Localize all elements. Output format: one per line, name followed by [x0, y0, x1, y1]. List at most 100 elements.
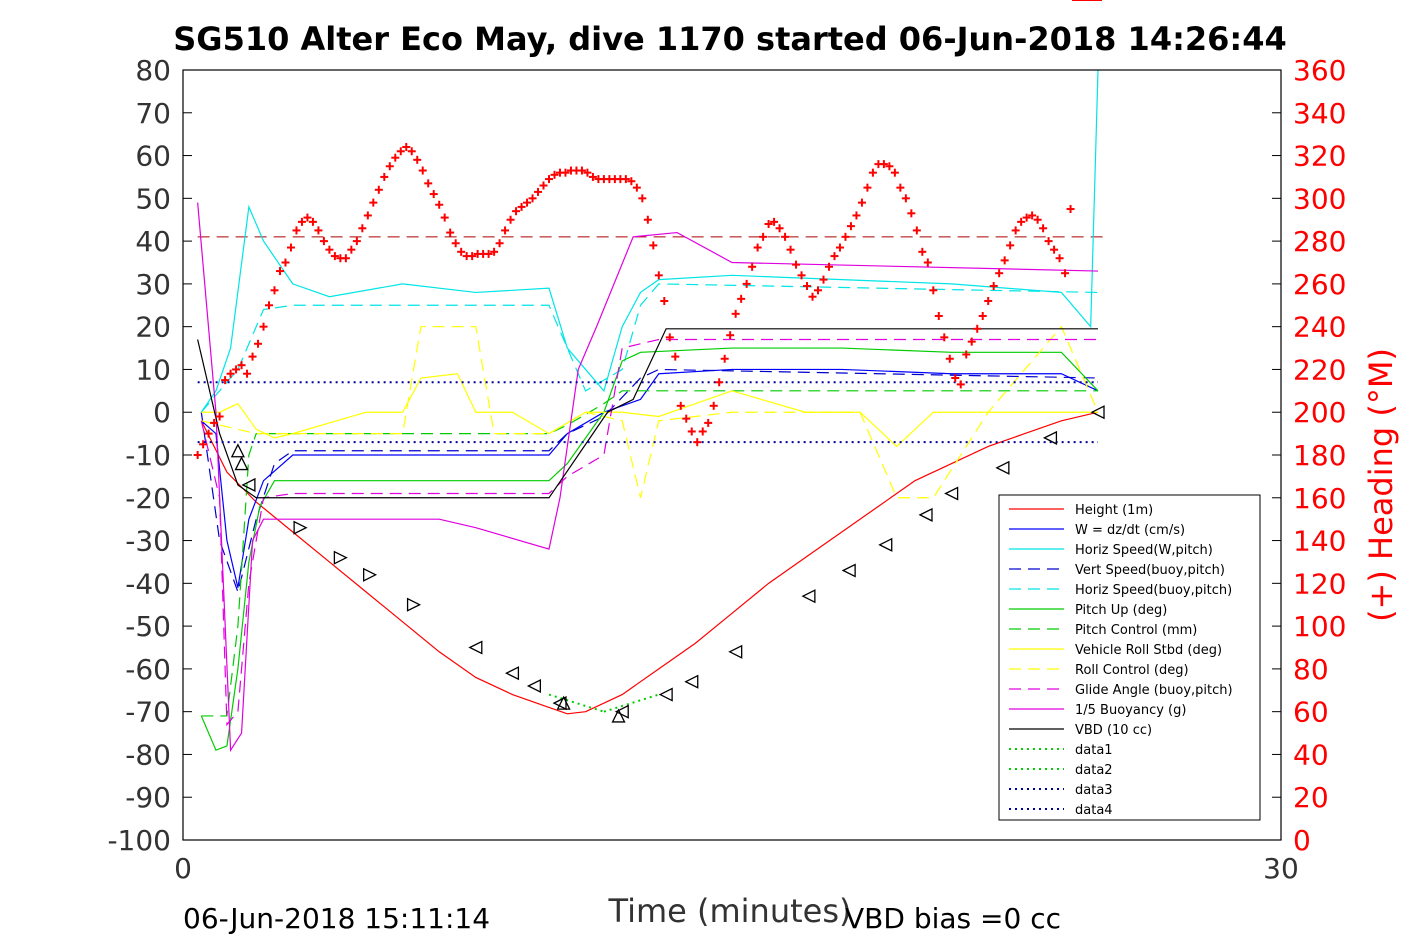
- y2-tick-label: 280: [1293, 225, 1346, 258]
- legend-item: 1/5 Buoyancy (g): [1009, 703, 1186, 718]
- triangle-marker: [611, 708, 626, 723]
- heading-point: [221, 376, 230, 385]
- y-tick-label: 20: [135, 311, 171, 344]
- heading-point: [588, 172, 597, 181]
- heading-point: [254, 339, 263, 348]
- series-line-9: [200, 338, 1098, 727]
- heading-point: [995, 269, 1004, 278]
- heading-point: [901, 194, 910, 203]
- heading-point: [440, 213, 449, 222]
- heading-point: [391, 153, 400, 162]
- legend-label: 1/5 Buoyancy (g): [1075, 703, 1186, 718]
- heading-point: [797, 271, 806, 280]
- legend-label: Horiz Speed(W,pitch): [1075, 543, 1213, 558]
- heading-point: [204, 429, 213, 438]
- y2-axis-label: (+) Heading (°M): [1362, 348, 1400, 622]
- heading-point: [945, 354, 954, 363]
- heading-point: [989, 282, 998, 291]
- heading-point: [868, 168, 877, 177]
- y-tick-label: -70: [125, 696, 171, 729]
- legend-item: data4: [1009, 803, 1113, 818]
- y2-tick-label: 0: [1293, 824, 1311, 857]
- heading-point: [824, 262, 833, 271]
- y-tick-label: -10: [125, 439, 171, 472]
- heading-point: [1066, 205, 1075, 214]
- heading-point: [978, 311, 987, 320]
- heading-point: [857, 198, 866, 207]
- heading-point: [770, 217, 779, 226]
- heading-point: [687, 427, 696, 436]
- triangle-marker: [801, 589, 816, 604]
- y2-tick-label: 240: [1293, 311, 1346, 344]
- y-tick-label: -40: [125, 567, 171, 600]
- heading-point: [457, 247, 466, 256]
- heading-point: [275, 267, 284, 276]
- y2-tick-label: 360: [1293, 54, 1346, 87]
- triangle-marker: [363, 567, 378, 582]
- triangle-marker: [684, 674, 699, 689]
- heading-point: [424, 179, 433, 188]
- heading-point: [517, 202, 526, 211]
- legend-item: Pitch Control (mm): [1009, 623, 1197, 638]
- heading-point: [1006, 241, 1015, 250]
- heading-point: [330, 252, 339, 261]
- footer-left-timestamp: 06-Jun-2018 15:11:14: [183, 902, 490, 935]
- heading-point: [550, 170, 559, 179]
- heading-point: [649, 241, 658, 250]
- heading-point: [753, 243, 762, 252]
- heading-point: [396, 147, 405, 156]
- heading-point: [923, 258, 932, 267]
- heading-point: [243, 369, 252, 378]
- triangle-marker: [614, 704, 629, 719]
- heading-point: [446, 228, 455, 237]
- heading-point: [435, 200, 444, 209]
- y2-tick-label: 260: [1293, 268, 1346, 301]
- y-tick-label: -60: [125, 653, 171, 686]
- heading-point: [638, 194, 647, 203]
- series-line-7: [201, 373, 1098, 448]
- heading-point: [715, 378, 724, 387]
- right-y-axis: 3603403203002802602402202001801601401201…: [1293, 54, 1346, 857]
- heading-point: [934, 311, 943, 320]
- y-tick-label: 0: [153, 396, 171, 429]
- heading-point: [912, 226, 921, 235]
- heading-point: [803, 282, 812, 291]
- heading-point: [841, 232, 850, 241]
- heading-point: [232, 365, 241, 374]
- x-tick-label: 0: [174, 852, 192, 885]
- heading-point: [835, 243, 844, 252]
- heading-point: [1028, 211, 1037, 220]
- series-line-3: [200, 368, 1099, 594]
- heading-point: [468, 252, 477, 261]
- y2-tick-label: 320: [1293, 140, 1346, 173]
- legend-item: Vert Speed(buoy,pitch): [1009, 563, 1225, 578]
- legend: Height (1m) W = dz/dt (cm/s) Horiz Speed(W…: [998, 494, 1261, 821]
- heading-point: [308, 217, 317, 226]
- heading-point: [413, 155, 422, 164]
- heading-point: [1017, 217, 1026, 226]
- series-line-13: [603, 693, 660, 713]
- heading-point: [319, 237, 328, 246]
- heading-point: [671, 352, 680, 361]
- triangle-marker: [556, 695, 571, 710]
- y-tick-label: -100: [107, 824, 171, 857]
- heading-point: [896, 183, 905, 192]
- heading-point: [374, 185, 383, 194]
- legend-label: Pitch Up (deg): [1075, 603, 1167, 618]
- heading-point: [1061, 269, 1070, 278]
- heading-point: [506, 215, 515, 224]
- x-axis-label: Time (minutes): [608, 892, 852, 930]
- y2-tick-label: 100: [1293, 610, 1346, 643]
- y-tick-label: 60: [135, 140, 171, 173]
- heading-point: [759, 232, 768, 241]
- legend-item: Pitch Up (deg): [1009, 603, 1167, 618]
- legend-label: data1: [1075, 743, 1113, 758]
- legend-label: data4: [1075, 803, 1113, 818]
- heading-point: [698, 427, 707, 436]
- legend-item: data1: [1009, 743, 1113, 758]
- heading-point: [325, 245, 334, 254]
- triangle-marker: [526, 678, 542, 694]
- legend-label: data2: [1075, 763, 1113, 778]
- y-tick-label: 80: [135, 54, 171, 87]
- heading-point: [643, 215, 652, 224]
